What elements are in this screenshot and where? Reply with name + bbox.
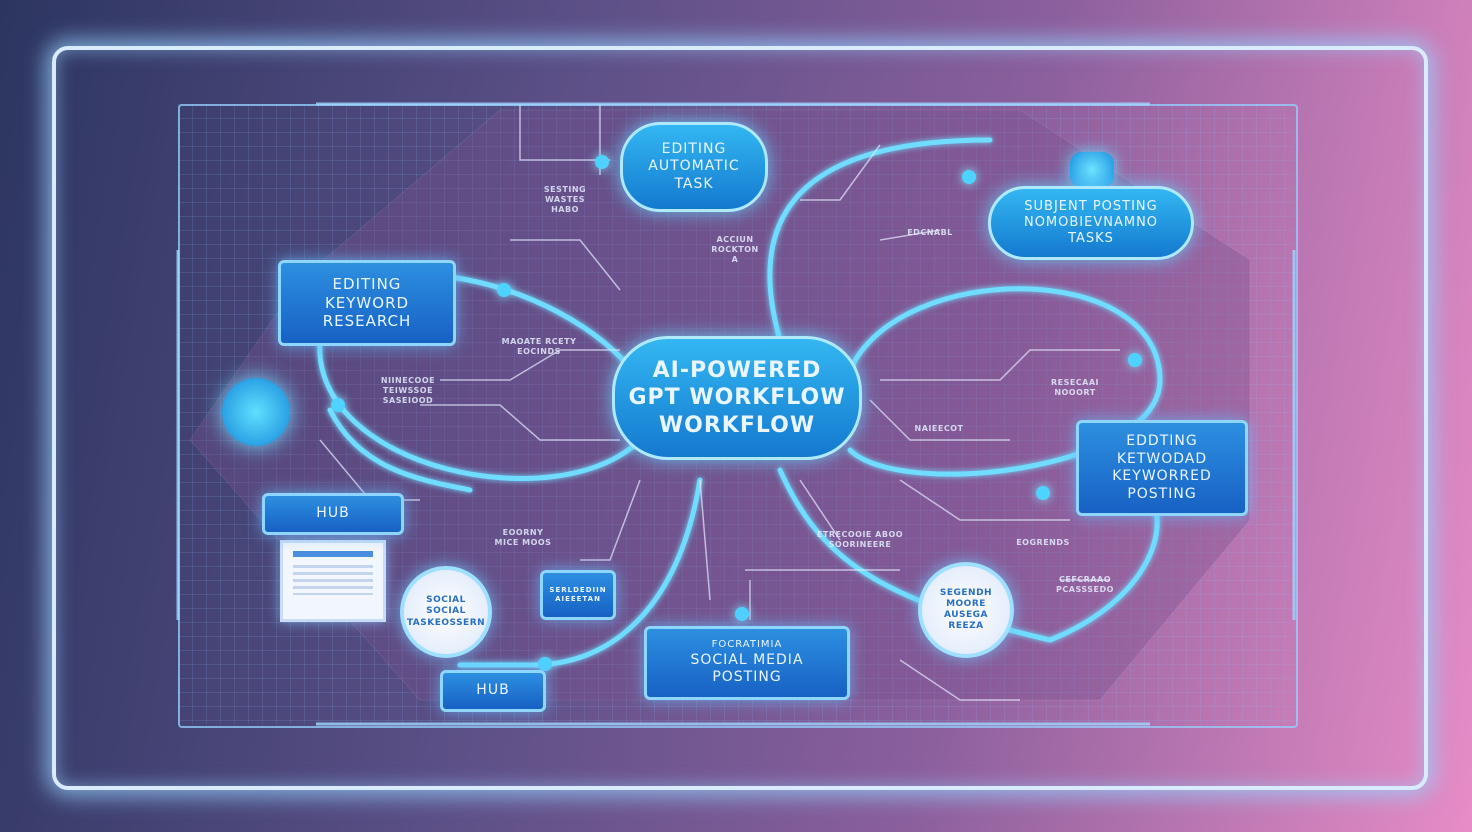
annotation: EDCNABL [907, 228, 953, 237]
connector-dot [538, 657, 552, 671]
outer-frame [52, 46, 1428, 790]
annotation: EOORNY MICE MOOS [494, 528, 552, 547]
annotation: MAOATE RCETY EOCINDS [501, 337, 577, 356]
right-box-line-3: KEYWORRED [1112, 468, 1212, 484]
hub-top-node[interactable]: HUB [262, 493, 404, 535]
connector-dot [595, 155, 609, 169]
right-box-line-4: POSTING [1127, 485, 1197, 502]
annotation: EOGRENDS [1016, 538, 1070, 547]
small-task-node[interactable]: SERLDEDIIN AIEEETAN [540, 570, 616, 620]
keyword-research-node[interactable]: EDITING KEYWORD RESEARCH [278, 260, 456, 346]
right-top-pill-line-2: NOMOBIEVNAMNO [1023, 214, 1159, 230]
automatic-task-node[interactable]: EDITING AUTOMATIC TASK [620, 122, 768, 212]
connector-dot [1128, 353, 1142, 367]
right-circle-line-4: REEZA [948, 621, 984, 632]
right-top-pill-line-3: TASKS [1068, 231, 1114, 247]
right-top-pill-line-1: SUBJENT POSTING [1024, 198, 1158, 214]
connector-dot [962, 170, 976, 184]
document-thumbnail-icon [280, 540, 386, 622]
node-icon [1070, 152, 1114, 188]
center-node[interactable]: AI-POWERED GPT WORKFLOW WORKFLOW [612, 336, 862, 460]
small-box-line-1: SERLDEDIIN [549, 586, 607, 595]
left-box-line-3: RESEARCH [322, 312, 412, 331]
annotation: SESTING WASTES HABO [543, 185, 587, 214]
left-box-line-2: KEYWORD [324, 293, 410, 312]
keyword-posting-node[interactable]: EDDTING KETWODAD KEYWORRED POSTING [1076, 420, 1248, 516]
posting-tasks-node[interactable]: SUBJENT POSTING NOMOBIEVNAMNO TASKS [988, 186, 1194, 260]
left-circle-line-2: SOCIAL [426, 606, 466, 617]
annotation: RESECAAI NOOORT [1050, 378, 1100, 397]
left-box-line-1: EDITING [332, 274, 402, 293]
social-media-posting-node[interactable]: FOCRATIMIA SOCIAL MEDIA POSTING [644, 626, 850, 700]
hub-bottom-node[interactable]: HUB [440, 670, 546, 712]
right-box-line-1: EDDTING [1126, 433, 1198, 449]
connector-dot [735, 607, 749, 621]
bottom-box-line-1: FOCRATIMIA [711, 639, 783, 651]
annotation: CEFCRAAO PCASSSEDO [1056, 575, 1114, 594]
annotation: NAIEECOT [914, 424, 964, 433]
right-circle-line-2: MOORE [946, 598, 986, 609]
small-box-line-2: AIEEETAN [555, 595, 601, 603]
left-circle-line-3: TASKEOSSERN [406, 617, 486, 628]
bottom-box-line-2: SOCIAL MEDIA [690, 651, 804, 668]
loop-lower-left [327, 407, 473, 493]
social-task-circle[interactable]: SOCIAL SOCIAL TASKEOSSERN [400, 566, 492, 658]
connector-dot [331, 398, 345, 412]
target-icon [222, 378, 290, 446]
connector-dot [497, 283, 511, 297]
right-circle-line-3: AUSEGA [944, 610, 988, 620]
bottom-box-line-3: POSTING [712, 669, 782, 686]
hub-top-label: HUB [316, 505, 350, 522]
right-circle-line-1: SEGENDH [939, 587, 993, 598]
center-line-1: AI-POWERED [652, 357, 822, 383]
center-line-2: GPT WORKFLOW [628, 385, 846, 411]
annotation: NIINECOOE TEIWSSOE SASEIOOD [380, 376, 436, 405]
left-circle-line-1: SOCIAL [426, 595, 466, 606]
loop-top-right [767, 137, 993, 343]
top-pill-line-2: AUTOMATIC [648, 158, 740, 175]
annotation: ETRECOOIE ABOO SOORINEERE [816, 530, 904, 549]
top-pill-line-3: TASK [674, 175, 714, 192]
research-circle[interactable]: SEGENDH MOORE AUSEGA REEZA [918, 562, 1014, 658]
loop-bottom [457, 477, 703, 668]
top-pill-line-1: EDITING [661, 140, 727, 157]
loop-bottom-right [777, 467, 1160, 643]
connector-dot [1036, 486, 1050, 500]
center-line-3: WORKFLOW [658, 412, 816, 438]
annotation: ACCIUN ROCKTON A [711, 235, 759, 264]
hub-bottom-label: HUB [476, 682, 510, 699]
right-box-line-2: KETWODAD [1116, 450, 1208, 467]
loop-right [847, 286, 1163, 477]
